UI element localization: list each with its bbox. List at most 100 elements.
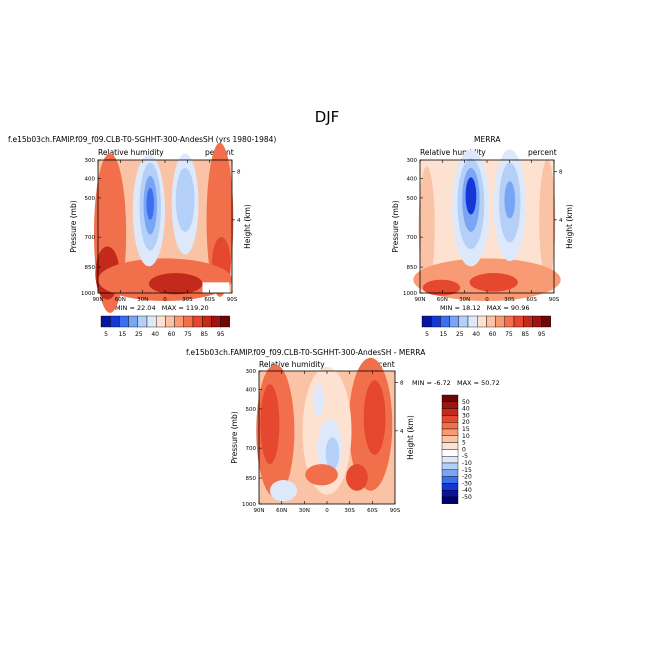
panel3-xtick-label: 90S: [390, 508, 401, 514]
panel2-colorbar-label: 60: [489, 331, 497, 338]
panel3-low-pos-s: [346, 464, 368, 491]
panel1-y2label: Height (km): [243, 204, 252, 249]
panel3-colorbar-label: 40: [462, 406, 470, 413]
panel2-colorbar-box: [504, 315, 515, 328]
panel1-colorbar-box: [100, 315, 111, 328]
panel3-colorbar-box: [441, 469, 459, 477]
panel2-colorbar-box: [486, 315, 496, 328]
panel1-s-dry: [175, 167, 195, 232]
panel1-ytick-label: 400: [85, 177, 96, 183]
panel1-n-dry-core: [146, 187, 155, 220]
panel2-ytick-label: 1000: [403, 291, 417, 297]
panel3-minmax: MIN = -6.72 MAX = 50.72: [412, 380, 500, 387]
panel2-units-label: percent: [528, 148, 557, 157]
panel2-ytick-label: 850: [407, 265, 418, 271]
panel1-ylabel: Pressure (mb): [69, 200, 78, 252]
panel1-colorbar-label: 75: [184, 331, 192, 338]
panel1-y2tick-label: 4: [237, 218, 241, 224]
panel3-min-value: -6.72: [433, 379, 451, 387]
panel2-ytick-label: 700: [407, 235, 418, 241]
panel2-n-moist: [418, 166, 435, 287]
panel2-xtick-label: 0: [485, 297, 489, 303]
panel3-colorbar-label: -50: [462, 494, 472, 501]
panel2-colorbar-box: [421, 315, 432, 328]
panel2-colorbar-box: [513, 315, 524, 328]
panel3-ytick-label: 850: [246, 476, 257, 482]
panel2-ytick-label: 300: [407, 158, 418, 164]
panel3-colorbar-label: -30: [462, 480, 472, 487]
panel1-xtick-label: 90S: [227, 297, 238, 303]
panel2-colorbar-box: [449, 315, 460, 328]
panel3-colorbar-box: [441, 401, 459, 409]
panel1-colorbar-box: [155, 315, 166, 328]
panel3-colorbar-label: 10: [462, 433, 470, 440]
panel1-minmax: MIN = 22.04 MAX = 119.20: [115, 305, 209, 312]
panel2-y2label: Height (km): [565, 204, 574, 249]
panel1-colorbar-box: [201, 315, 212, 328]
panel2-s-dry-core: [504, 181, 516, 219]
panel1-min-value: 22.04: [136, 304, 156, 312]
panel3-upper-neg: [313, 384, 325, 417]
panel2-max-value: 90.96: [510, 304, 530, 312]
panel1-colorbar-label: 60: [168, 331, 176, 338]
panel3-ytick-label: 700: [246, 446, 257, 452]
panel2-colorbar-label: 95: [538, 331, 546, 338]
panel2-colorbar-box: [477, 315, 487, 328]
panel3-colorbar-box: [441, 435, 459, 443]
panel3-colorbar-label: 20: [462, 419, 470, 426]
panel2-colorbar-label: 85: [521, 331, 529, 338]
panel3-colorbar-box: [441, 442, 459, 450]
panel3-colorbar-box: [441, 422, 459, 430]
panel1-colorbar-label: 15: [119, 331, 127, 338]
panel3-units-label: percent: [366, 360, 395, 369]
panel1-colorbar-label: 85: [200, 331, 208, 338]
panel3-colorbar-box: [441, 415, 459, 423]
panel3-max-label: MAX =: [457, 379, 482, 387]
panel3-colorbar-label: -10: [462, 460, 472, 467]
panel3-colorbar-label: 50: [462, 399, 470, 406]
panel3-xtick-label: 90N: [253, 508, 264, 514]
panel2-colorbar-box: [440, 315, 450, 328]
panel2-n-bl-core: [422, 279, 461, 296]
panel3-colorbar-box: [441, 428, 459, 437]
panel2-plot: 90N 60N 30N 0 30S 60S 90S 300 400 500 700 850 1000 8 4…: [391, 149, 574, 303]
panel3-ytick-label: 1000: [242, 502, 256, 508]
panel1-ytick-label: 300: [85, 158, 96, 164]
panel1-xtick-label: 30S: [182, 297, 193, 303]
panel3-colorbar-box: [441, 394, 459, 403]
panel3-colorbar-box: [441, 490, 459, 498]
panel3-n-pos-core: [260, 384, 280, 465]
panel2-colorbar-box: [431, 315, 441, 328]
panel2-ytick-label: 500: [407, 196, 418, 202]
panel1-max-value: 119.20: [185, 304, 209, 312]
panel2-colorbar-box: [523, 315, 533, 328]
panel3-variable-label: Relative humidity: [259, 360, 325, 369]
panel3-colorbar-box: [441, 449, 459, 457]
panel2-colorbar-box: [495, 315, 506, 328]
panel1-ytick-label: 700: [85, 235, 96, 241]
panel1-xtick-label: 30N: [137, 297, 148, 303]
panel2-eq-bl-core: [469, 273, 518, 292]
panel2-ytick-label: 400: [407, 177, 418, 183]
panel1-variable-label: Relative humidity: [98, 148, 164, 157]
figure-title: DJF: [314, 108, 340, 126]
panel2-colorbar-label: 15: [440, 331, 448, 338]
panel2-s-moist: [539, 160, 556, 280]
panel2-colorbar-label: 5: [425, 331, 429, 338]
panel1-xtick-label: 60N: [115, 297, 126, 303]
panel2-xtick-label: 30N: [459, 297, 470, 303]
panel3-y2tick-label: 4: [400, 429, 404, 435]
panel3-y2label: Height (km): [406, 415, 415, 460]
panel1-colorbar-box: [165, 315, 175, 328]
panel2-minmax: MIN = 18.12 MAX = 90.96: [440, 305, 529, 312]
panel3-colorbar-box: [441, 476, 459, 484]
panel1-colorbar-box: [192, 315, 203, 328]
panel1-missing-data: [202, 282, 230, 293]
panel2-min-label: MIN =: [440, 304, 462, 312]
panel1-colorbar-label: 40: [151, 331, 159, 338]
panel1-plot: 90N 60N 30N 0 30S 60S 90S 300 400 500 700 850 1000 8 4…: [69, 142, 252, 313]
panel3-colorbar-label: 15: [462, 426, 470, 433]
panel1-colorbar-label: 95: [217, 331, 225, 338]
panel1-colorbar-label: 5: [104, 331, 108, 338]
